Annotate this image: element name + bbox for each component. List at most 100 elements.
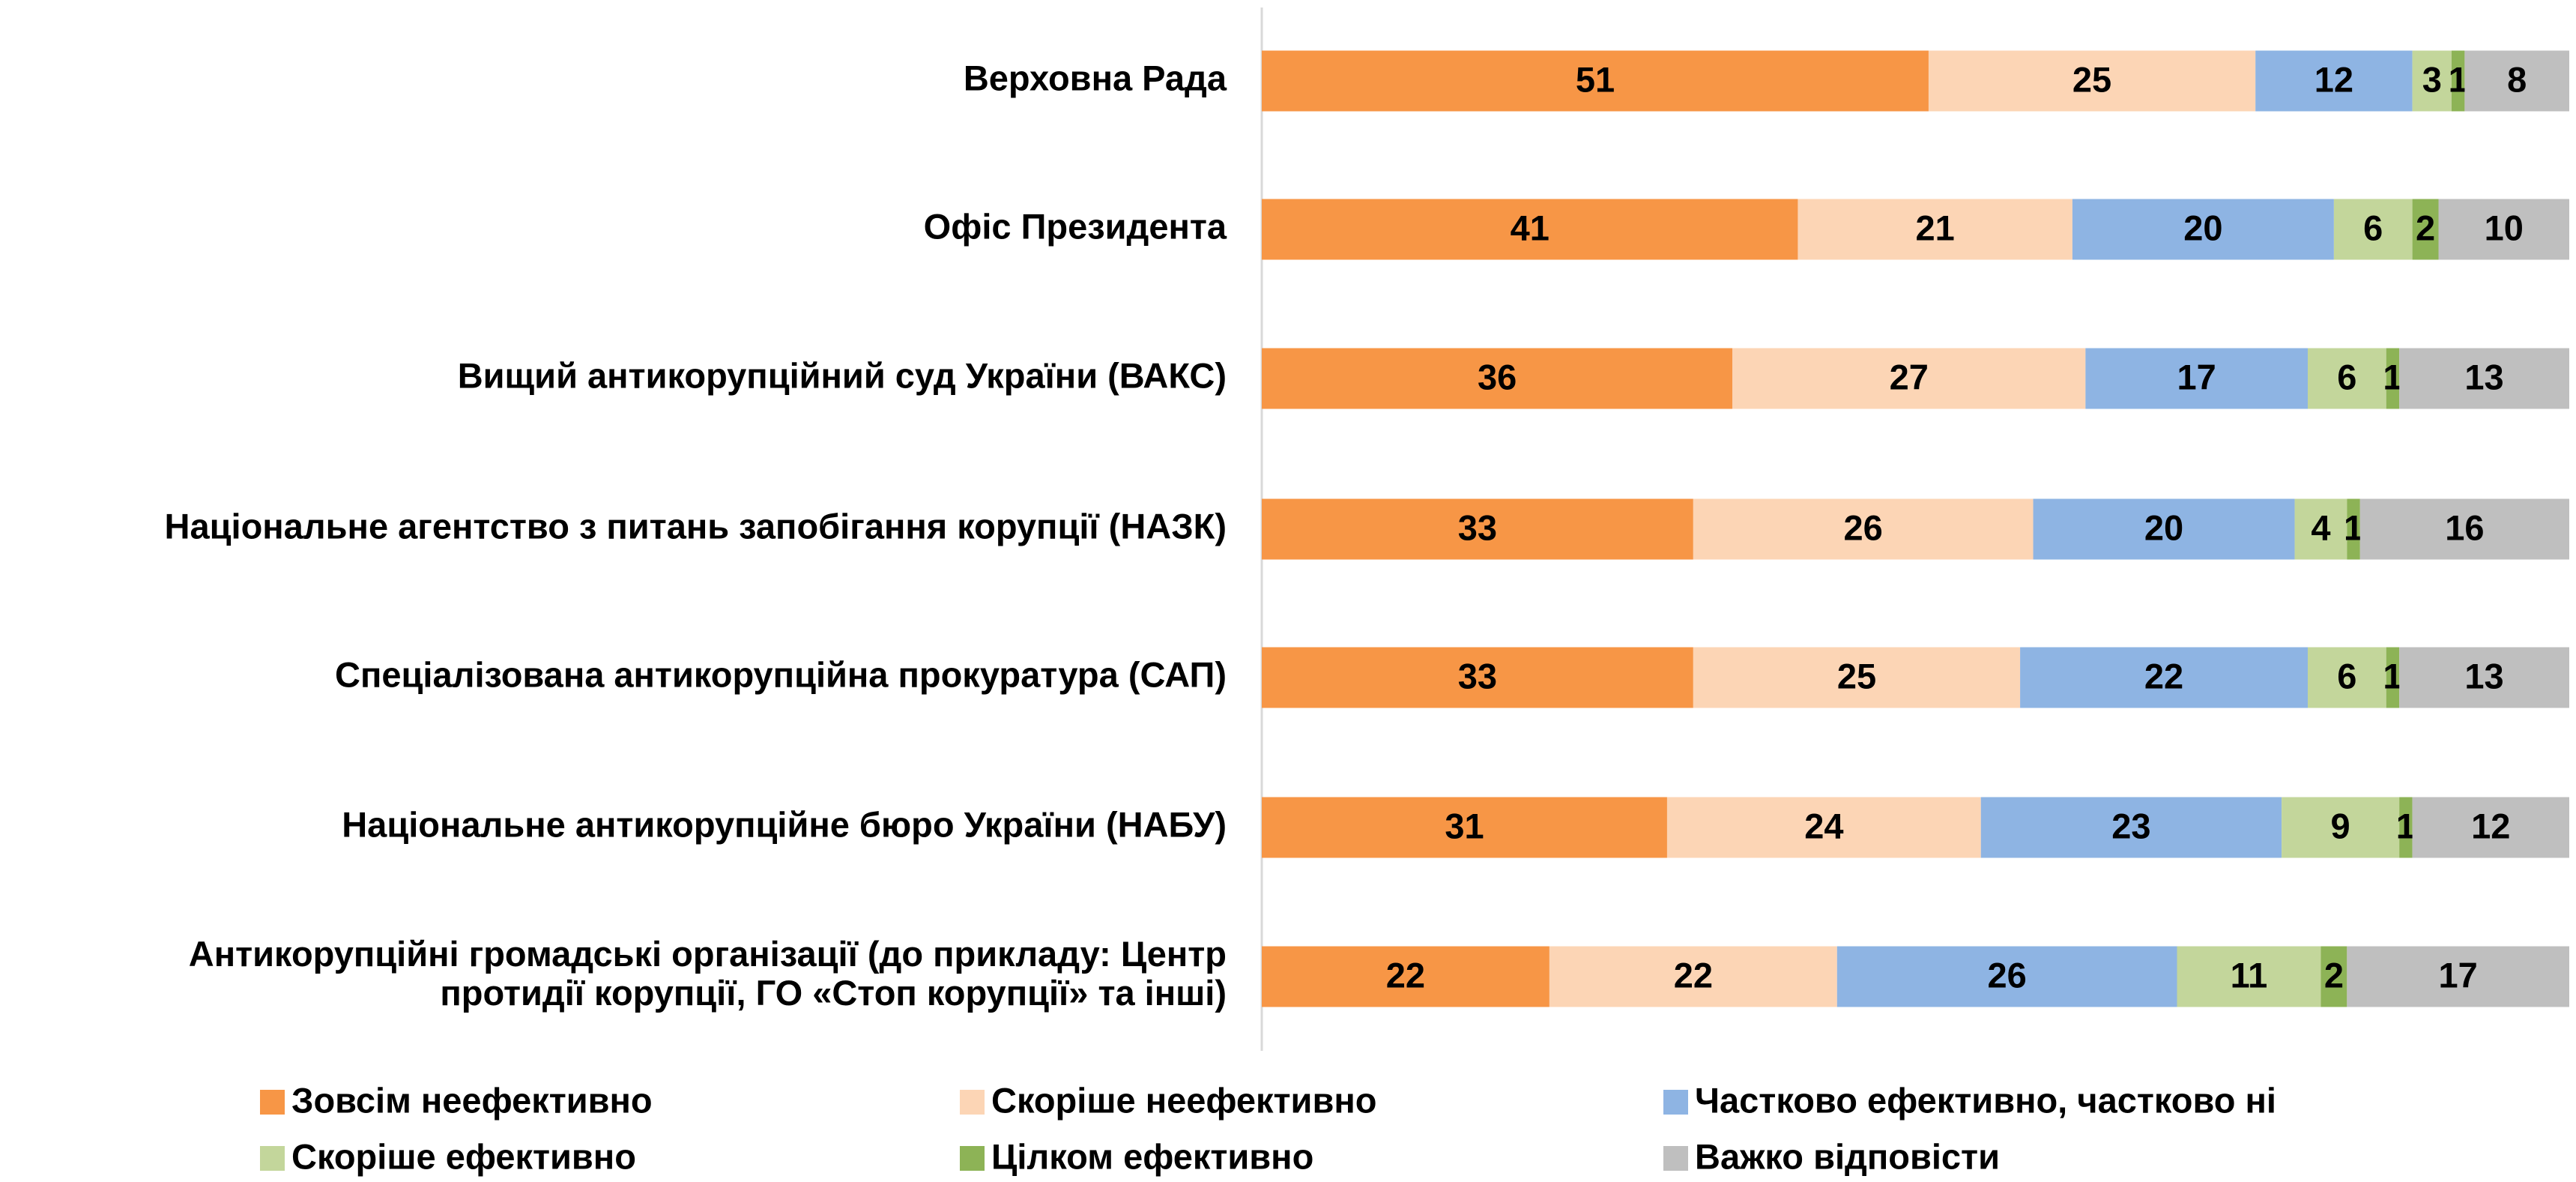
bar-segment (1666, 797, 1981, 858)
data-label: 1 (2383, 656, 2402, 696)
bar-segment (1798, 199, 2072, 260)
data-label: 22 (2144, 656, 2183, 696)
legend-swatch (1663, 1090, 1688, 1115)
data-label: 10 (2485, 208, 2524, 247)
bar-segment (2359, 498, 2569, 560)
bar-segment (2347, 498, 2360, 560)
data-label: 17 (2439, 955, 2478, 995)
bar-segment (2308, 348, 2386, 409)
bar-segment (2399, 647, 2569, 708)
data-label: 1 (2396, 806, 2416, 845)
bar-segment (2033, 498, 2295, 560)
legend-label: Зовсім неефективно (291, 1080, 653, 1120)
bar-segment (1980, 797, 2282, 858)
bar-segment (2282, 797, 2400, 858)
data-label: 24 (1804, 806, 1843, 845)
data-label: 41 (1511, 208, 1549, 247)
category-label: Вищий антикорупційний суд України (ВАКС) (458, 355, 1227, 395)
legend-label: Важко відповісти (1695, 1136, 2000, 1176)
bar-segment (2294, 498, 2347, 560)
bar-segment (2386, 348, 2400, 409)
bar-segment (2347, 946, 2569, 1007)
data-label: 1 (2344, 507, 2363, 547)
data-label: 26 (1844, 507, 1883, 547)
legend-swatch (960, 1090, 985, 1115)
data-label: 3 (2422, 59, 2442, 99)
bar-segment (1693, 647, 2021, 708)
data-label: 2 (2324, 955, 2344, 995)
bar-segment (2412, 797, 2569, 858)
bar-segment (2085, 348, 2308, 409)
data-label: 4 (2311, 507, 2330, 547)
category-label: Національне агентство з питань запобіган… (165, 506, 1227, 546)
bar-segment (1928, 50, 2256, 112)
category-label: Верховна Рада (964, 58, 1227, 97)
data-label: 12 (2315, 59, 2353, 99)
data-label: 12 (2471, 806, 2510, 845)
data-label: 36 (1478, 357, 1517, 396)
bar-segment (1732, 348, 2086, 409)
bar-segment (2464, 50, 2569, 112)
bar-segment (2308, 647, 2386, 708)
bar-segment (2072, 199, 2334, 260)
legend-label: Скоріше ефективно (291, 1136, 636, 1176)
data-label: 22 (1386, 955, 1425, 995)
data-label: 26 (1988, 955, 2027, 995)
bar-segment (2399, 797, 2413, 858)
legend-label: Цілком ефективно (991, 1136, 1313, 1176)
data-label: 20 (2183, 208, 2222, 247)
bar-segment (2320, 946, 2347, 1007)
data-label: 22 (1674, 955, 1713, 995)
category-label: Національне антикорупційне бюро України … (342, 804, 1227, 844)
bar-segment (1836, 946, 2177, 1007)
bar-segment (2399, 348, 2569, 409)
category-label-line: протидії корупції, ГО «Стоп корупції» та… (440, 973, 1227, 1013)
bar-segment (2451, 50, 2465, 112)
data-label: 20 (2144, 507, 2183, 547)
data-label: 13 (2464, 357, 2503, 396)
data-label: 9 (2331, 806, 2350, 845)
bar-segment (1262, 348, 1733, 409)
bar-segment (2438, 199, 2569, 260)
data-label: 51 (1576, 59, 1615, 99)
legend-swatch (260, 1146, 285, 1171)
bar-segment (2255, 50, 2413, 112)
bar-segment (1262, 946, 1549, 1007)
bar-segment (1549, 946, 1837, 1007)
bar-segment (2177, 946, 2321, 1007)
data-label: 31 (1445, 806, 1484, 845)
bar-segment (1262, 647, 1693, 708)
category-label-line: Антикорупційні громадські організації (д… (189, 934, 1227, 974)
bar-segment (1693, 498, 2034, 560)
legend-swatch (260, 1090, 285, 1115)
data-label: 16 (2445, 507, 2484, 547)
bar-segment (2020, 647, 2308, 708)
data-label: 17 (2177, 357, 2216, 396)
data-label: 1 (2449, 59, 2468, 99)
data-label: 21 (1916, 208, 1955, 247)
data-label: 27 (1890, 357, 1929, 396)
bar-segment (2333, 199, 2413, 260)
data-label: 25 (1837, 656, 1876, 696)
data-label: 6 (2363, 208, 2383, 247)
data-label: 25 (2072, 59, 2111, 99)
legend-swatch (1663, 1146, 1688, 1171)
data-label: 8 (2507, 59, 2527, 99)
bar-segment (2412, 50, 2452, 112)
data-label: 6 (2337, 357, 2356, 396)
category-label: Спеціалізована антикорупційна прокуратур… (335, 654, 1227, 694)
bar-segment (1262, 50, 1929, 112)
legend-label: Частково ефективно, частково ні (1695, 1080, 2276, 1120)
category-label: Офіс Президента (924, 206, 1227, 246)
bar-segment (1262, 797, 1667, 858)
bar-segment (2412, 199, 2439, 260)
legend-swatch (960, 1146, 985, 1171)
data-label: 2 (2416, 208, 2435, 247)
data-label: 33 (1458, 507, 1497, 547)
category-label: Антикорупційні громадські організації (д… (189, 934, 1227, 1013)
data-label: 23 (2111, 806, 2150, 845)
data-label: 6 (2337, 656, 2356, 696)
bar-segment (1262, 498, 1693, 560)
bar-segment (1262, 199, 1798, 260)
